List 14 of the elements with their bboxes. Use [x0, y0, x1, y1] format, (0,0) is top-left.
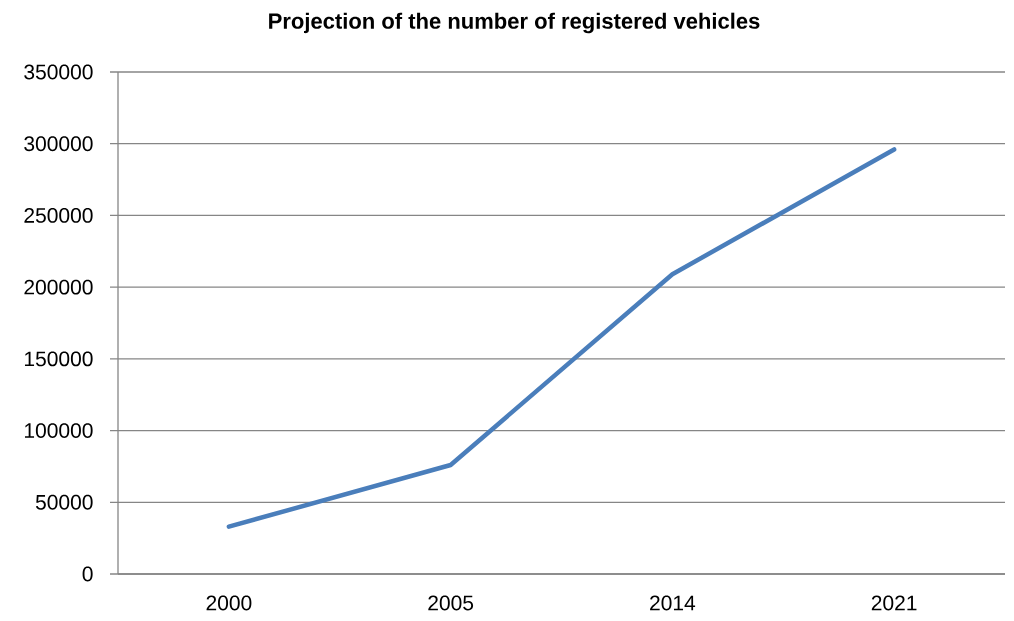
y-tick-label: 300000: [24, 136, 93, 152]
x-tick-label: 2014: [650, 595, 696, 611]
y-tick-label: 150000: [24, 351, 93, 367]
y-tick-label: 250000: [24, 207, 93, 223]
y-tick-label: 100000: [24, 423, 93, 438]
x-tick-label: 2005: [428, 595, 474, 611]
y-tick-label: 200000: [24, 279, 93, 295]
y-tick-label: 350000: [24, 64, 93, 80]
line-series: [226, 147, 897, 529]
y-tick-label: 50000: [35, 494, 93, 510]
x-tick-label: 2000: [206, 595, 252, 611]
x-tick-label: 2021: [871, 595, 917, 611]
y-tick-label: 0: [82, 566, 93, 582]
chart-title: Projection of the number of registered vehicles: [269, 12, 760, 34]
